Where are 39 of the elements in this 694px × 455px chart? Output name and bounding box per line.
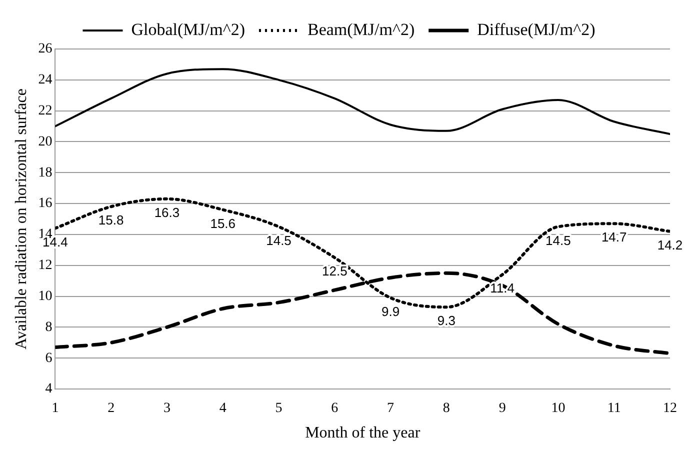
x-tick-label: 3 — [163, 401, 170, 416]
data-label: 15.6 — [210, 216, 236, 231]
y-tick-label: 20 — [38, 134, 52, 150]
data-label: 9.3 — [437, 313, 456, 328]
x-tick-label: 8 — [442, 401, 450, 416]
data-label: 14.7 — [601, 230, 627, 245]
y-tick-label: 12 — [38, 258, 52, 274]
y-axis-title: Available radiation on horizontal surface — [12, 88, 30, 350]
x-tick-label: 11 — [607, 401, 621, 416]
data-label: 14.5 — [546, 232, 571, 248]
x-tick-label: 4 — [219, 401, 226, 416]
legend-label: Diffuse(MJ/m^2) — [477, 20, 596, 39]
x-tick-label: 12 — [663, 401, 677, 416]
x-tick-label: 5 — [275, 401, 282, 416]
y-tick-label: 16 — [38, 196, 52, 212]
y-tick-label: 8 — [45, 320, 52, 335]
y-tick-label: 26 — [38, 42, 52, 57]
x-axis-title: Month of the year — [305, 424, 421, 442]
y-tick-label: 24 — [38, 72, 52, 88]
x-tick-label: 6 — [331, 401, 338, 416]
y-tick-label: 4 — [45, 382, 52, 397]
x-tick-label: 2 — [108, 401, 115, 416]
y-tick-label: 22 — [38, 103, 52, 118]
data-label: 14.5 — [266, 232, 292, 248]
x-tick-label: 10 — [551, 401, 566, 416]
legend-label: Global(MJ/m^2) — [131, 20, 245, 39]
y-tick-label: 18 — [38, 165, 52, 180]
line-series — [55, 68, 670, 135]
y-tick-label: 10 — [38, 288, 52, 304]
y-tick-label: 6 — [45, 350, 52, 366]
x-tick-label: 1 — [52, 401, 59, 416]
x-tick-label: 9 — [498, 401, 506, 416]
legend-label: Beam(MJ/m^2) — [307, 20, 415, 39]
data-label: 9.9 — [382, 304, 400, 319]
x-tick-label: 7 — [387, 401, 394, 416]
data-label: 16.3 — [154, 204, 180, 220]
data-label: 12.5 — [322, 264, 348, 279]
data-label: 14.2 — [657, 237, 683, 252]
data-label: 15.8 — [98, 212, 124, 228]
